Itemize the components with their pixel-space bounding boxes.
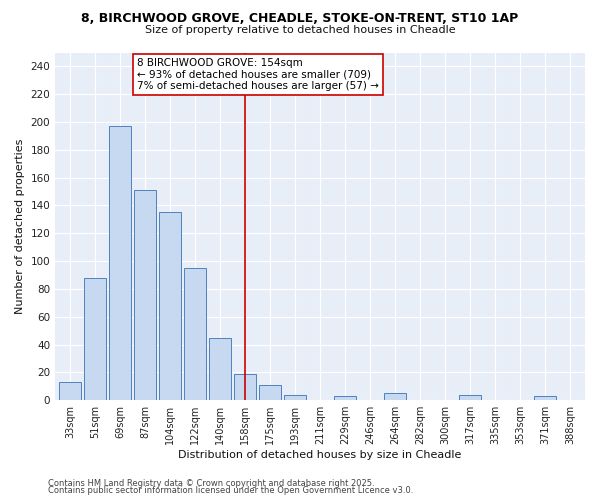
X-axis label: Distribution of detached houses by size in Cheadle: Distribution of detached houses by size …: [178, 450, 462, 460]
Text: 8, BIRCHWOOD GROVE, CHEADLE, STOKE-ON-TRENT, ST10 1AP: 8, BIRCHWOOD GROVE, CHEADLE, STOKE-ON-TR…: [82, 12, 518, 26]
Bar: [534, 396, 556, 400]
Bar: [109, 126, 131, 400]
Bar: [384, 394, 406, 400]
Bar: [284, 394, 307, 400]
Bar: [184, 268, 206, 400]
Bar: [59, 382, 82, 400]
Text: 8 BIRCHWOOD GROVE: 154sqm
← 93% of detached houses are smaller (709)
7% of semi-: 8 BIRCHWOOD GROVE: 154sqm ← 93% of detac…: [137, 58, 379, 91]
Bar: [84, 278, 106, 400]
Bar: [159, 212, 181, 400]
Bar: [209, 338, 232, 400]
Bar: [259, 385, 281, 400]
Text: Contains HM Land Registry data © Crown copyright and database right 2025.: Contains HM Land Registry data © Crown c…: [48, 478, 374, 488]
Bar: [459, 394, 481, 400]
Text: Contains public sector information licensed under the Open Government Licence v3: Contains public sector information licen…: [48, 486, 413, 495]
Bar: [334, 396, 356, 400]
Text: Size of property relative to detached houses in Cheadle: Size of property relative to detached ho…: [145, 25, 455, 35]
Bar: [234, 374, 256, 400]
Y-axis label: Number of detached properties: Number of detached properties: [15, 138, 25, 314]
Bar: [134, 190, 157, 400]
